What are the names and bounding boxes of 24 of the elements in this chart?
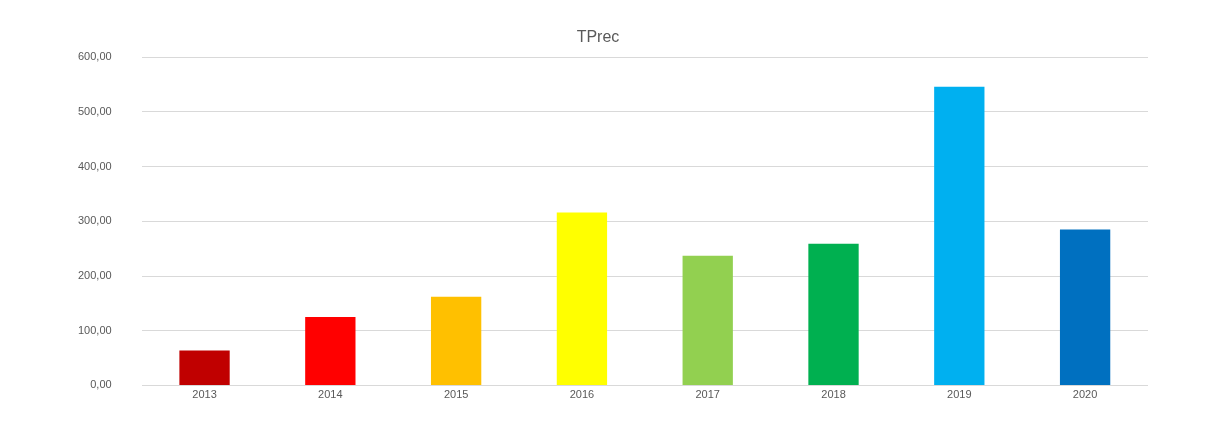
x-tick-label: 2015: [443, 388, 469, 401]
x-tick-label: 2020: [1072, 388, 1098, 401]
bar: [808, 243, 859, 385]
y-tick-label: 100,00: [77, 323, 112, 336]
x-tick-label: 2016: [569, 388, 595, 401]
y-tick-label: 200,00: [77, 269, 112, 282]
y-tick-label: 0,00: [90, 378, 112, 391]
bar: [934, 86, 985, 385]
bar: [305, 317, 356, 385]
y-tick-label: 500,00: [77, 104, 112, 117]
bar: [430, 296, 482, 385]
x-tick-label: 2018: [821, 388, 846, 401]
bar: [682, 255, 733, 385]
chart-title: TPrec: [576, 28, 620, 46]
x-tick-label: 2013: [192, 388, 217, 401]
y-tick-label: 400,00: [77, 159, 112, 172]
x-tick-label: 2019: [947, 388, 972, 401]
x-tick-label: 2014: [318, 388, 343, 401]
y-tick-label: 300,00: [77, 214, 112, 227]
x-tick-label: 2017: [695, 388, 720, 401]
y-tick-label: 600,00: [77, 50, 112, 63]
bar: [556, 212, 608, 385]
bar: [1059, 229, 1111, 385]
bar: [179, 350, 230, 385]
